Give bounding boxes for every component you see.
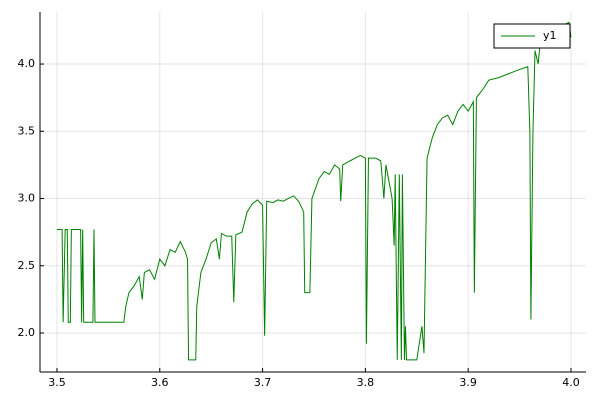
y-tick-label: 3.0 bbox=[18, 192, 36, 205]
x-tick-label: 3.5 bbox=[48, 376, 66, 389]
x-tick-label: 3.7 bbox=[254, 376, 272, 389]
y-tick-label: 3.5 bbox=[18, 124, 36, 137]
x-tick-label: 3.9 bbox=[459, 376, 477, 389]
legend-label: y1 bbox=[543, 29, 557, 42]
y-tick-label: 2.0 bbox=[18, 326, 36, 339]
x-tick-label: 3.8 bbox=[357, 376, 375, 389]
x-tick-label: 3.6 bbox=[151, 376, 169, 389]
y-tick-label: 2.5 bbox=[18, 259, 36, 272]
data-line bbox=[56, 21, 572, 361]
x-tick-label: 4.0 bbox=[562, 376, 580, 389]
y-tick-label: 4.0 bbox=[18, 57, 36, 70]
